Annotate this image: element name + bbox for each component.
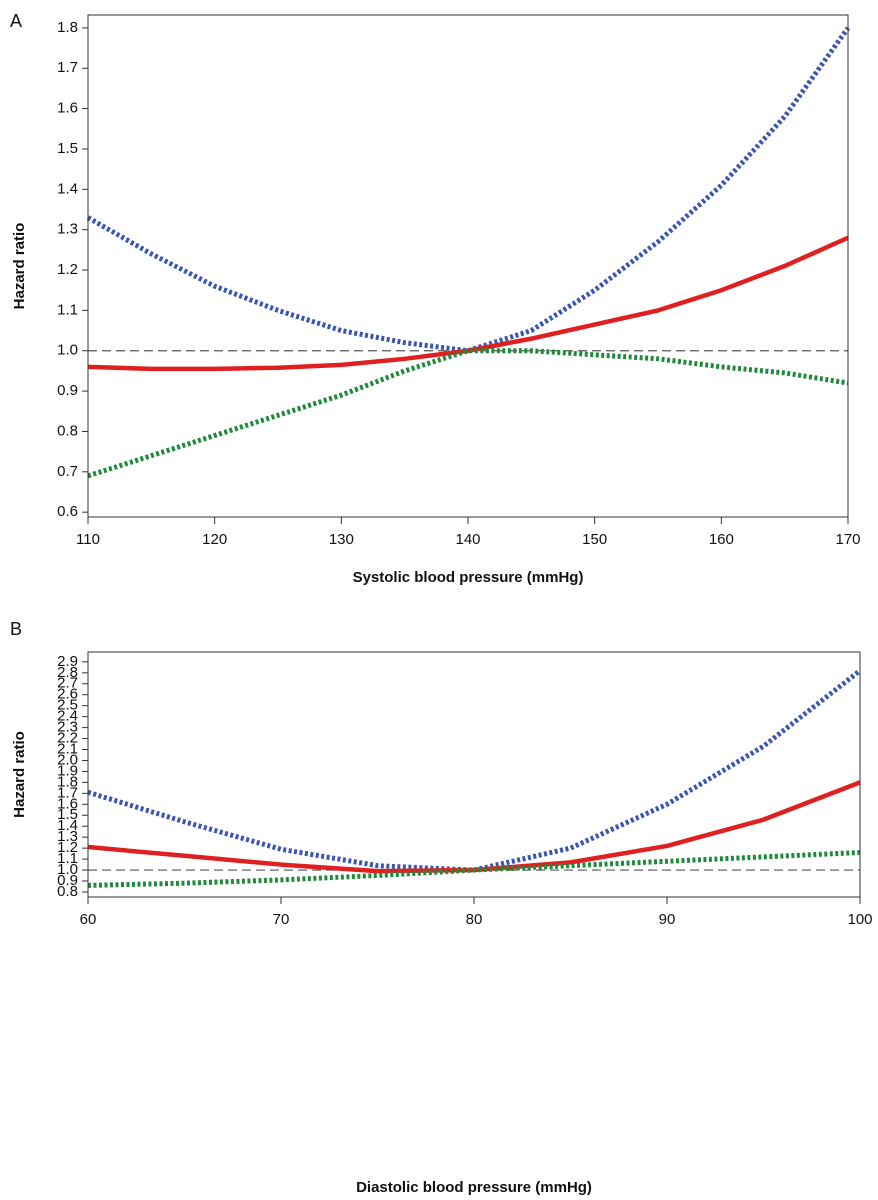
- y-tick-label: 0.8: [57, 422, 78, 439]
- series-line: [87, 348, 849, 479]
- y-tick-label: 0.7: [57, 463, 78, 480]
- x-tick-label: 170: [835, 531, 860, 548]
- y-tick-label: 1.8: [57, 19, 78, 36]
- x-tick-label: 100: [847, 911, 872, 928]
- y-tick-label: 2.4: [57, 708, 78, 725]
- y-tick-label: 1.0: [57, 861, 78, 878]
- y-tick-label: 1.3: [57, 221, 78, 238]
- panel-label: A: [10, 11, 22, 31]
- chart-panel: B 0.80.91.01.11.21.31.41.51.61.71.81.92.0…: [10, 619, 873, 1196]
- x-tick-label: 140: [455, 531, 480, 548]
- x-tick-label: 120: [202, 531, 227, 548]
- x-tick-label: 150: [582, 531, 607, 548]
- series-line: [86, 26, 851, 354]
- y-tick-label: 1.7: [57, 59, 78, 76]
- y-tick-label: 2.1: [57, 740, 78, 757]
- x-tick-label: 160: [709, 531, 734, 548]
- y-tick-label: 1.6: [57, 100, 78, 117]
- y-tick-label: 2.0: [57, 751, 78, 768]
- y-tick-label: 0.8: [57, 883, 78, 900]
- y-tick-label: 2.2: [57, 730, 78, 747]
- y-tick-label: 2.3: [57, 719, 78, 736]
- series-line: [87, 850, 861, 888]
- x-axis-title: Diastolic blood pressure (mmHg): [356, 1179, 592, 1196]
- y-tick-label: 1.1: [57, 301, 78, 318]
- x-axis-title: Systolic blood pressure (mmHg): [353, 569, 584, 586]
- y-tick-label: 1.8: [57, 773, 78, 790]
- chart-panel: A 0.6 0.7 0.8 0.9 1.0 1.1 1.2 1.3 1.4 1.5 1.6 1.7 1.8…: [10, 11, 861, 586]
- x-tick-label: 60: [80, 911, 97, 928]
- y-tick-label: 1.3: [57, 828, 78, 845]
- x-tick-label: 70: [273, 911, 290, 928]
- series-line: [87, 235, 849, 372]
- x-tick-label: 130: [329, 531, 354, 548]
- y-tick-label: 1.7: [57, 784, 78, 801]
- y-tick-label: 0.9: [57, 872, 78, 889]
- y-tick-label: 1.4: [57, 817, 78, 834]
- x-tick-label: 90: [659, 911, 676, 928]
- y-axis-title: Hazard ratio: [11, 223, 28, 310]
- y-tick-label: 1.2: [57, 261, 78, 278]
- y-tick-label: 2.9: [57, 653, 78, 670]
- y-tick-label: 0.6: [57, 503, 78, 520]
- y-tick-label: 1.5: [57, 806, 78, 823]
- panel-label: B: [10, 619, 22, 639]
- y-tick-label: 0.9: [57, 382, 78, 399]
- y-tick-label: 1.2: [57, 839, 78, 856]
- y-tick-label: 2.8: [57, 664, 78, 681]
- x-tick-label: 80: [466, 911, 483, 928]
- y-tick-label: 1.0: [57, 342, 78, 359]
- y-axis-title: Hazard ratio: [11, 731, 28, 818]
- y-tick-label: 1.4: [57, 180, 78, 197]
- x-tick-label: 110: [76, 531, 100, 548]
- y-tick-label: 2.7: [57, 675, 78, 692]
- y-tick-label: 2.5: [57, 697, 78, 714]
- y-tick-label: 1.1: [57, 850, 78, 867]
- y-tick-label: 1.9: [57, 762, 78, 779]
- plot-frame: [87, 14, 849, 518]
- y-tick-label: 1.6: [57, 795, 78, 812]
- y-tick-label: 2.6: [57, 686, 78, 703]
- y-tick-label: 1.5: [57, 140, 78, 157]
- series-line: [87, 668, 862, 873]
